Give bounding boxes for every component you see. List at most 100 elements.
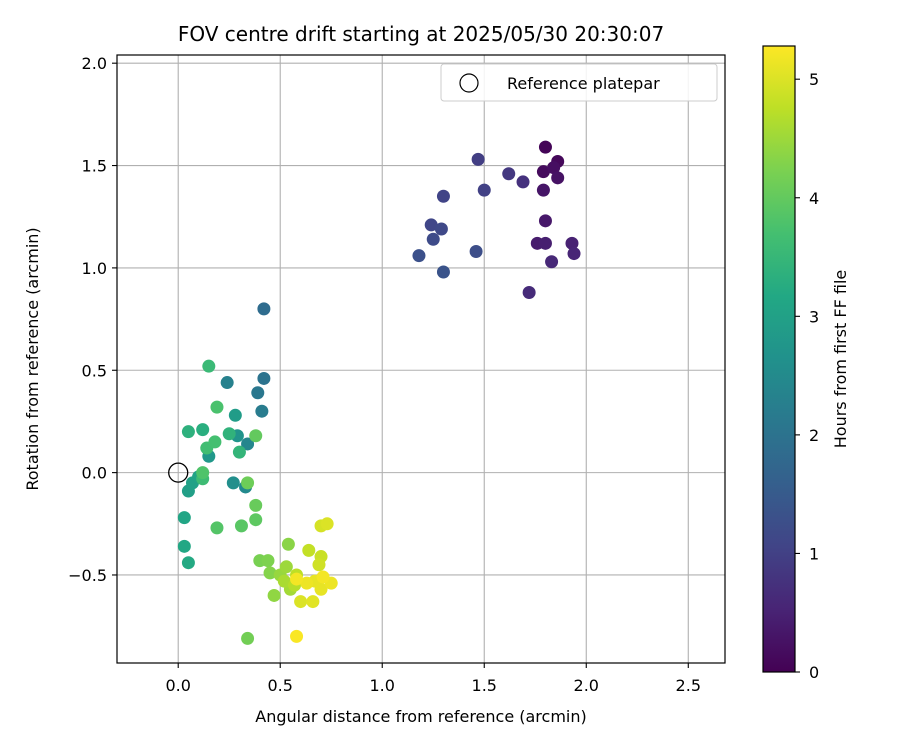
data-point: [222, 427, 236, 441]
x-tick-label: 2.0: [574, 676, 599, 695]
colorbar-tick-label: 3: [809, 307, 819, 326]
scatter-points: [177, 140, 581, 645]
grid: [117, 55, 725, 663]
y-tick-label: 1.0: [82, 259, 107, 278]
data-point: [565, 236, 579, 250]
x-tick-label: 2.5: [676, 676, 701, 695]
data-point: [196, 423, 210, 437]
data-point: [469, 245, 483, 259]
colorbar-tick-label: 0: [809, 663, 819, 682]
reference-platepar-marker: [168, 462, 189, 483]
data-point: [300, 576, 314, 590]
colorbar: 0 1 2 3 4 5 Hours from first FF file: [762, 45, 850, 682]
x-tick-label: 1.5: [472, 676, 497, 695]
data-point: [279, 560, 293, 574]
plot-frame: [116, 54, 726, 664]
data-point: [241, 631, 255, 645]
data-point: [516, 175, 530, 189]
legend-entry-reference: Reference platepar: [507, 74, 660, 93]
data-point: [261, 554, 275, 568]
data-point: [538, 214, 552, 228]
data-point: [202, 359, 216, 373]
data-point: [290, 629, 304, 643]
data-point: [551, 171, 565, 185]
colorbar-label: Hours from first FF file: [831, 270, 850, 449]
legend-box: [440, 63, 718, 102]
x-axis-ticks: 0.0 0.5 1.0 1.5 2.0 2.5: [165, 663, 701, 695]
data-point: [538, 236, 552, 250]
x-tick-label: 1.0: [370, 676, 395, 695]
data-point: [536, 183, 550, 197]
data-point: [181, 556, 195, 570]
data-point: [196, 466, 210, 480]
data-point: [294, 595, 308, 609]
data-point: [232, 445, 246, 459]
data-point: [267, 588, 281, 602]
reference-marker-layer: [168, 462, 189, 483]
data-point: [210, 400, 224, 414]
data-point: [522, 285, 536, 299]
data-point: [316, 570, 330, 584]
data-point: [226, 476, 240, 490]
data-point: [228, 408, 242, 422]
colorbar-tick-label: 4: [809, 189, 819, 208]
data-point: [306, 595, 320, 609]
x-axis-label: Angular distance from reference (arcmin): [255, 707, 586, 726]
data-point: [412, 249, 426, 263]
data-point: [471, 152, 485, 166]
chart-title: FOV centre drift starting at 2025/05/30 …: [178, 22, 664, 46]
data-point: [502, 167, 516, 181]
data-point: [434, 222, 448, 236]
y-axis-label: Rotation from reference (arcmin): [23, 227, 42, 490]
y-tick-label: 0.0: [82, 464, 107, 483]
x-tick-label: 0.0: [165, 676, 190, 695]
colorbar-ticks: 0 1 2 3 4 5: [795, 70, 819, 682]
colorbar-tick-label: 2: [809, 426, 819, 445]
data-point: [208, 435, 222, 449]
data-point: [257, 302, 271, 316]
data-point: [536, 165, 550, 179]
data-point: [210, 521, 224, 535]
legend: Reference platepar: [440, 63, 718, 102]
y-tick-label: 2.0: [82, 54, 107, 73]
data-point: [320, 517, 334, 531]
data-point: [567, 247, 581, 261]
data-point: [281, 537, 295, 551]
data-point: [177, 511, 191, 525]
data-point: [545, 255, 559, 269]
data-point: [257, 371, 271, 385]
data-point: [249, 429, 263, 443]
data-point: [177, 539, 191, 553]
y-axis-ticks: −0.5 0.0 0.5 1.0 1.5 2.0: [68, 54, 117, 585]
data-point: [249, 498, 263, 512]
data-point: [263, 566, 277, 580]
data-point: [241, 437, 255, 451]
data-point: [302, 543, 316, 557]
data-point: [249, 513, 263, 527]
y-tick-label: −0.5: [68, 566, 107, 585]
colorbar-tick-label: 1: [809, 544, 819, 563]
data-point: [277, 574, 291, 588]
data-point: [220, 376, 234, 390]
y-tick-label: 1.5: [82, 157, 107, 176]
colorbar-tick-label: 5: [809, 70, 819, 89]
data-point: [477, 183, 491, 197]
data-point: [290, 572, 304, 586]
data-point: [436, 189, 450, 203]
data-point: [436, 265, 450, 279]
legend-reference-marker: [459, 73, 479, 93]
data-point: [241, 476, 255, 490]
data-point: [424, 218, 438, 232]
data-point: [255, 404, 269, 418]
y-tick-label: 0.5: [82, 361, 107, 380]
data-point: [312, 558, 326, 572]
data-point: [547, 161, 561, 175]
data-point: [181, 425, 195, 439]
data-point: [426, 232, 440, 246]
x-tick-label: 0.5: [267, 676, 292, 695]
data-point: [251, 386, 265, 400]
data-point: [538, 140, 552, 154]
colorbar-gradient: [762, 45, 796, 673]
data-point: [234, 519, 248, 533]
